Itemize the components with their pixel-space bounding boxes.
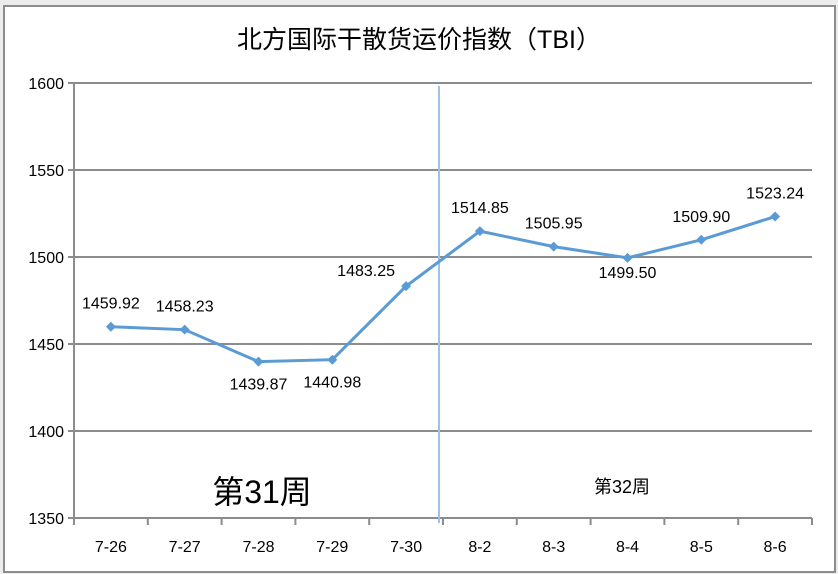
data-point (548, 241, 559, 252)
y-tick-label: 1450 (28, 337, 64, 354)
week32-annotation: 第32周 (594, 477, 650, 497)
x-tick-label: 8-6 (764, 539, 787, 556)
data-point (696, 234, 707, 245)
week31-annotation: 第31周 (212, 474, 312, 510)
y-tick-label: 1350 (28, 511, 64, 528)
data-label: 1483.25 (337, 263, 395, 280)
x-tick-label: 7-30 (390, 539, 422, 556)
data-point (622, 252, 633, 263)
data-label: 1459.92 (82, 296, 140, 313)
data-label: 1505.95 (525, 216, 583, 233)
chart-title: 北方国际干散货运价指数（TBI） (237, 26, 601, 54)
x-tick-label: 7-27 (169, 539, 201, 556)
x-tick-label: 8-5 (690, 539, 713, 556)
data-point (770, 211, 781, 222)
data-label: 1439.87 (230, 377, 288, 394)
x-tick-label: 7-29 (316, 539, 348, 556)
data-point (179, 324, 190, 335)
y-tick-label: 1600 (28, 76, 64, 93)
y-tick-label: 1500 (28, 250, 64, 267)
x-tick-label: 8-3 (542, 539, 565, 556)
x-tick-label: 8-4 (616, 539, 639, 556)
series-line (110, 215, 776, 364)
data-point (327, 354, 338, 365)
x-tick-label: 7-26 (95, 539, 127, 556)
data-point (401, 281, 412, 292)
x-tick-label: 8-2 (468, 539, 491, 556)
chart-frame (3, 5, 836, 573)
data-point (474, 226, 485, 237)
data-label: 1509.90 (672, 209, 730, 226)
x-tick-label: 7-28 (242, 539, 274, 556)
y-tick-label: 1550 (28, 163, 64, 180)
data-point (105, 321, 116, 332)
data-label: 1514.85 (451, 200, 509, 217)
data-point (253, 356, 264, 367)
data-label: 1499.50 (599, 265, 657, 282)
data-label: 1523.24 (746, 186, 804, 203)
y-tick-label: 1400 (28, 424, 64, 441)
data-label: 1458.23 (156, 299, 214, 316)
data-label: 1440.98 (303, 375, 361, 392)
